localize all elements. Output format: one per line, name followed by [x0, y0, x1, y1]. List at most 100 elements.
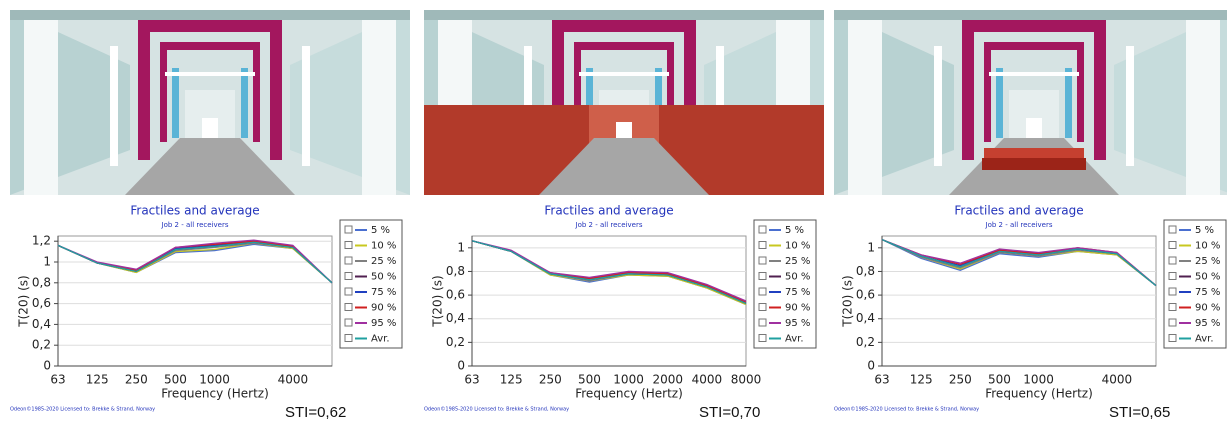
y-axis-label: T(20) (s) [431, 275, 445, 327]
screenshot: Fractiles and average Job 2 - all receive… [0, 0, 1227, 425]
y-tick-label: 1 [457, 240, 465, 254]
legend-checkbox [1169, 273, 1176, 280]
chart-title: Fractiles and average [544, 204, 673, 218]
x-tick-label: 125 [86, 373, 109, 387]
legend-checkbox [345, 335, 352, 342]
y-tick-label: 0,2 [446, 335, 465, 349]
legend-label: 25 % [785, 256, 810, 267]
room-render [10, 10, 410, 195]
door [1026, 118, 1042, 140]
y-axis-label: T(20) (s) [841, 275, 855, 327]
frame [1094, 20, 1106, 160]
legend-checkbox [345, 226, 352, 233]
door [616, 122, 632, 140]
x-tick-label: 1000 [613, 373, 644, 387]
x-tick-label: 63 [874, 373, 889, 387]
sti-annotation: STI=0,62 [285, 404, 346, 421]
light-strip [172, 68, 179, 138]
legend-label: 50 % [1195, 272, 1220, 283]
y-tick-label: 0,4 [856, 311, 875, 325]
sti-annotation: STI=0,70 [699, 404, 760, 421]
legend-checkbox [1169, 242, 1176, 249]
footer: Odeon©1985-2020 Licensed to: Brekke & St… [10, 406, 155, 413]
y-tick-label: 0 [43, 359, 51, 373]
y-tick-label: 1 [43, 255, 51, 269]
legend-label: Avr. [371, 334, 390, 345]
white-beam [1126, 46, 1134, 166]
chart-subtitle: Job 2 - all receivers [985, 221, 1053, 229]
room-render [834, 10, 1227, 195]
legend-checkbox [1169, 319, 1176, 326]
frame [552, 20, 696, 32]
legend-label: 10 % [1195, 241, 1220, 252]
legend-label: 10 % [785, 241, 810, 252]
plot-area [58, 236, 332, 366]
x-tick-label: 2000 [652, 373, 683, 387]
legend-label: 5 % [371, 225, 390, 236]
legend-checkbox [759, 226, 766, 233]
y-tick-label: 0,2 [856, 335, 875, 349]
legend-label: 25 % [1195, 256, 1220, 267]
legend-label: 25 % [371, 256, 396, 267]
frame [253, 42, 260, 142]
chart-subtitle: Job 2 - all receivers [575, 221, 643, 229]
room-render [424, 10, 824, 195]
legend-checkbox [1169, 288, 1176, 295]
x-tick-label: 1000 [1023, 373, 1054, 387]
pillar [362, 10, 396, 195]
x-tick-label: 125 [500, 373, 523, 387]
plot-area [472, 236, 746, 366]
legend-checkbox [1169, 257, 1176, 264]
platform-top [984, 148, 1084, 158]
sti-annotation: STI=0,65 [1109, 404, 1170, 421]
chart-title: Fractiles and average [954, 204, 1083, 218]
x-tick-label: 250 [949, 373, 972, 387]
legend-checkbox [759, 335, 766, 342]
legend-label: 90 % [785, 303, 810, 314]
legend-label: Avr. [1195, 334, 1214, 345]
y-tick-label: 0,6 [446, 288, 465, 302]
chart-subtitle: Job 2 - all receivers [161, 221, 229, 229]
ceiling [424, 10, 824, 20]
legend-label: 5 % [785, 225, 804, 236]
legend-checkbox [759, 242, 766, 249]
y-tick-label: 0,6 [856, 288, 875, 302]
light-strip [165, 72, 255, 76]
x-tick-label: 1000 [199, 373, 230, 387]
x-axis-label: Frequency (Hertz) [161, 387, 269, 401]
legend-checkbox [345, 273, 352, 280]
x-tick-label: 500 [578, 373, 601, 387]
x-tick-label: 4000 [692, 373, 723, 387]
frame [984, 42, 1084, 50]
legend-label: 50 % [371, 272, 396, 283]
white-beam [302, 46, 310, 166]
frame [138, 20, 282, 32]
frame [160, 42, 167, 142]
pillar [848, 10, 882, 195]
y-tick-label: 0,8 [446, 264, 465, 278]
pillar [1186, 10, 1220, 195]
ceiling [10, 10, 410, 20]
legend-label: 75 % [371, 287, 396, 298]
legend-label: 5 % [1195, 225, 1214, 236]
legend-checkbox [345, 319, 352, 326]
white-beam [110, 46, 118, 166]
x-axis-label: Frequency (Hertz) [985, 387, 1093, 401]
x-tick-label: 63 [50, 373, 65, 387]
frame [962, 20, 1106, 32]
legend-checkbox [345, 242, 352, 249]
x-tick-label: 125 [910, 373, 933, 387]
light-strip [989, 72, 1079, 76]
legend-checkbox [345, 288, 352, 295]
x-tick-label: 8000 [731, 373, 762, 387]
chart-title: Fractiles and average [130, 204, 259, 218]
legend-label: 95 % [371, 318, 396, 329]
x-tick-label: 500 [164, 373, 187, 387]
legend-label: 95 % [1195, 318, 1220, 329]
light-strip [241, 68, 248, 138]
pillar [24, 10, 58, 195]
white-beam [934, 46, 942, 166]
x-axis-label: Frequency (Hertz) [575, 387, 683, 401]
frame [1077, 42, 1084, 142]
y-axis-label: T(20) (s) [17, 275, 31, 327]
